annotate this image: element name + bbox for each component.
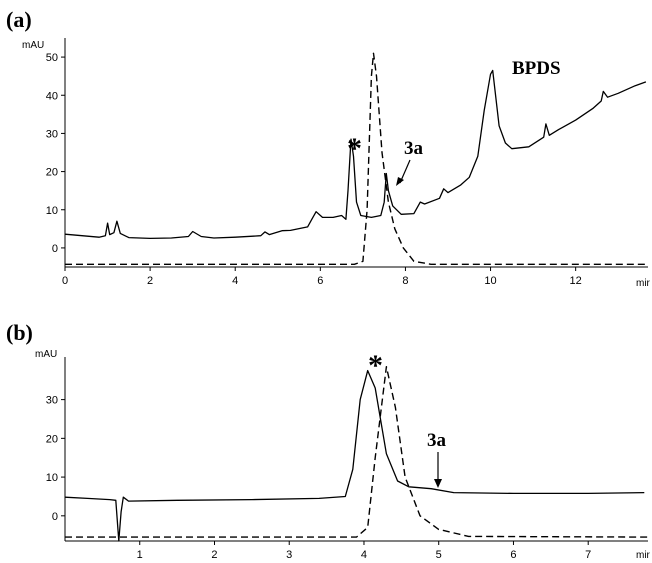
panel-a-xtick-label: 4 [232,275,238,287]
panel-b-xtick-label: 7 [585,549,591,561]
panel-b-solid-trace [64,369,645,542]
panel-a-ytick-label: 0 [52,243,58,255]
panel-b-label: (b) [6,320,33,345]
panel-a-xtick-label: 8 [402,275,408,287]
panel-b-xtick-label: 1 [137,549,143,561]
panel-a-solid-trace [64,69,647,240]
panel-a-xtick-label: 12 [570,275,582,287]
panel-b-ytick-label: 10 [46,472,58,484]
panel-a-bpds-label: BPDS [512,58,561,79]
panel-a-label: (a) [6,7,32,32]
panel-a-x-unit: mir [636,278,651,289]
panel-a-xtick-label: 0 [62,275,68,287]
panel-b-3a-arrow-head [434,479,442,488]
panel-a-ytick-label: 40 [46,90,58,102]
panel-b-ticks: 0 10 20 30 1 2 3 4 5 6 7 [46,395,592,561]
panel-b-ytick-label: 0 [52,511,58,523]
panel-a-asterisk-label: * [347,132,362,165]
panel-a-3a-label: 3a [404,138,424,159]
panel-b-xtick-label: 6 [510,549,516,561]
panel-b-xtick-label: 3 [286,549,292,561]
panel-a-dashed-trace [65,52,648,265]
panel-b-xtick-label: 4 [361,549,367,561]
panel-b-ytick-label: 30 [46,395,58,407]
panel-a-xtick-label: 2 [147,275,153,287]
panel-b-xtick-label: 2 [211,549,217,561]
panel-a-ticks: 0 10 20 30 40 50 0 2 4 6 8 10 12 [46,52,582,287]
panel-a-chart: 0 10 20 30 40 50 0 2 4 6 8 10 12 mAU mir * 3a BPDS [22,38,651,289]
panel-a-3a-arrow-head [396,177,404,186]
panel-b-asterisk-label: * [368,349,383,382]
panel-b-series [64,366,649,542]
panel-b-ytick-label: 20 [46,433,58,445]
panel-a-ytick-label: 10 [46,205,58,217]
panel-a-ytick-label: 50 [46,52,58,64]
panel-b-dashed-trace [65,366,649,538]
panel-a-xtick-label: 6 [317,275,323,287]
panel-b-3a-label: 3a [427,430,447,451]
panel-b-xtick-label: 5 [436,549,442,561]
panel-b-y-unit: mAU [35,349,57,360]
panel-a-ytick-label: 20 [46,167,58,179]
panel-b-chart: 0 10 20 30 1 2 3 4 5 6 7 mAU mir * 3a [35,349,651,561]
panel-a-ytick-label: 30 [46,128,58,140]
panel-a-xtick-label: 10 [484,275,496,287]
panel-a-y-unit: mAU [22,40,44,51]
panel-a-series [64,52,648,265]
panel-b-x-unit: mir [636,550,651,561]
